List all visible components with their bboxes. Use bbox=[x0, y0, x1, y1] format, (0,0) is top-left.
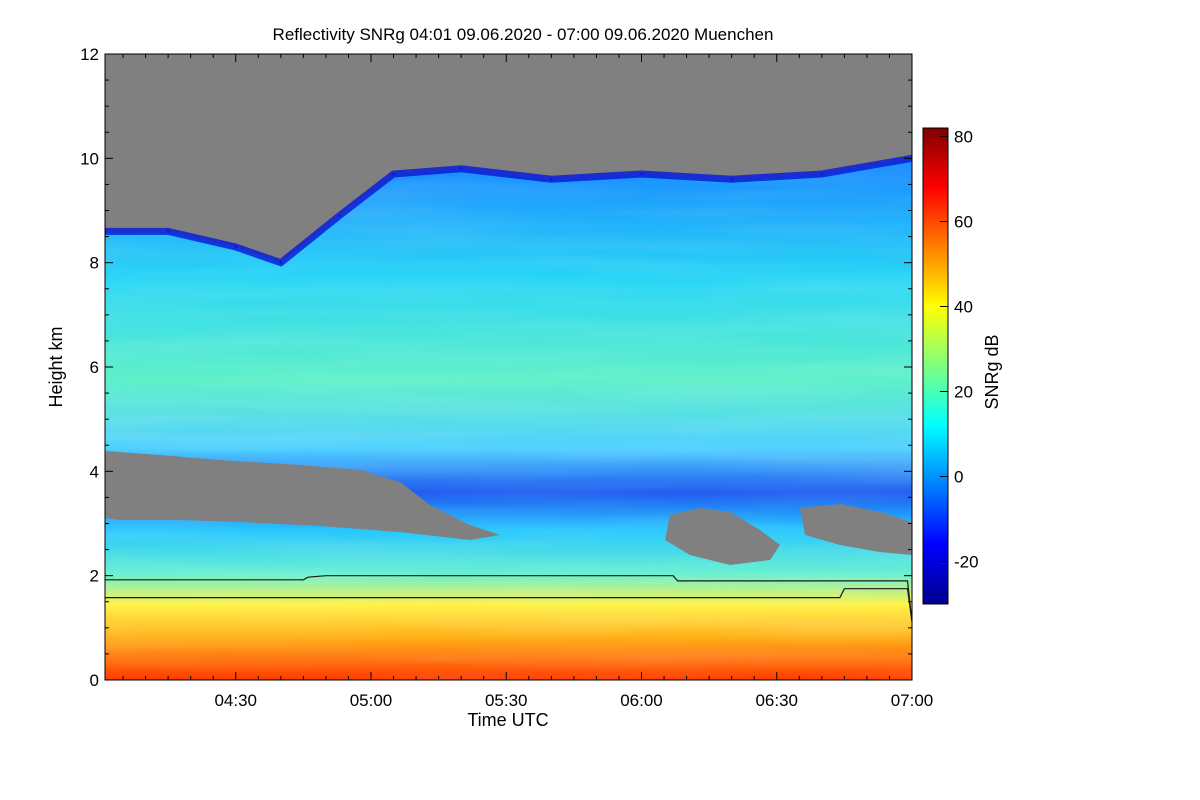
x-axis-label: Time UTC bbox=[467, 710, 548, 730]
y-tick-label: 10 bbox=[80, 149, 99, 168]
y-tick-label: 12 bbox=[80, 45, 99, 64]
y-tick-label: 4 bbox=[90, 462, 99, 481]
colorbar-tick-label: -20 bbox=[954, 553, 979, 572]
line-series-1 bbox=[105, 588, 912, 622]
echo-top-point bbox=[820, 172, 824, 176]
colorbar-tick-label: 20 bbox=[954, 383, 973, 402]
colorbar-scale bbox=[922, 127, 949, 605]
echo-top-point bbox=[234, 245, 238, 249]
echo-top-point bbox=[392, 172, 396, 176]
colorbar-ticks: -20 0 20 40 60 80 bbox=[940, 128, 979, 572]
y-axis: 0 2 4 6 8 10 12 bbox=[80, 45, 912, 690]
echo-top-point bbox=[166, 229, 170, 233]
line-series-group bbox=[105, 575, 912, 622]
echo-top-series bbox=[105, 154, 912, 267]
echo-top-point bbox=[549, 177, 553, 181]
no-data-band-far-right bbox=[800, 504, 912, 555]
x-tick-label: 07:00 bbox=[891, 691, 934, 710]
echo-top-point bbox=[279, 261, 283, 265]
x-tick-label: 06:30 bbox=[755, 691, 798, 710]
colorbar-tick-label: 60 bbox=[954, 213, 973, 232]
y-axis-label: Height km bbox=[46, 326, 66, 407]
x-tick-label: 06:00 bbox=[620, 691, 663, 710]
x-tick-label: 05:30 bbox=[485, 691, 528, 710]
colorbar-tick-label: 80 bbox=[954, 128, 973, 147]
echo-top-point bbox=[459, 167, 463, 171]
colorbar-label: SNRg dB bbox=[982, 334, 1002, 409]
y-tick-label: 0 bbox=[90, 671, 99, 690]
colorbar-tick-label: 0 bbox=[954, 468, 963, 487]
plot-area bbox=[105, 54, 912, 680]
echo-top-point bbox=[639, 172, 643, 176]
line-series-0 bbox=[105, 575, 912, 622]
y-tick-label: 6 bbox=[90, 358, 99, 377]
x-axis: 04:30 05:00 05:30 06:00 06:30 07:00 bbox=[122, 54, 934, 710]
no-data-band-left bbox=[105, 451, 500, 540]
x-tick-label: 05:00 bbox=[350, 691, 393, 710]
chart-title: Reflectivity SNRg 04:01 09.06.2020 - 07:… bbox=[273, 25, 774, 44]
y-tick-label: 2 bbox=[90, 567, 99, 586]
no-data-region-top bbox=[105, 54, 912, 263]
no-data-band-right bbox=[665, 508, 780, 565]
echo-top-point bbox=[337, 214, 341, 218]
y-tick-label: 8 bbox=[90, 254, 99, 273]
colorbar: -20 0 20 40 60 80 SNRg dB bbox=[922, 127, 1002, 605]
colorbar-tick-label: 40 bbox=[954, 298, 973, 317]
x-tick-label: 04:30 bbox=[214, 691, 257, 710]
echo-top-edge bbox=[105, 154, 912, 267]
echo-top-point bbox=[730, 177, 734, 181]
